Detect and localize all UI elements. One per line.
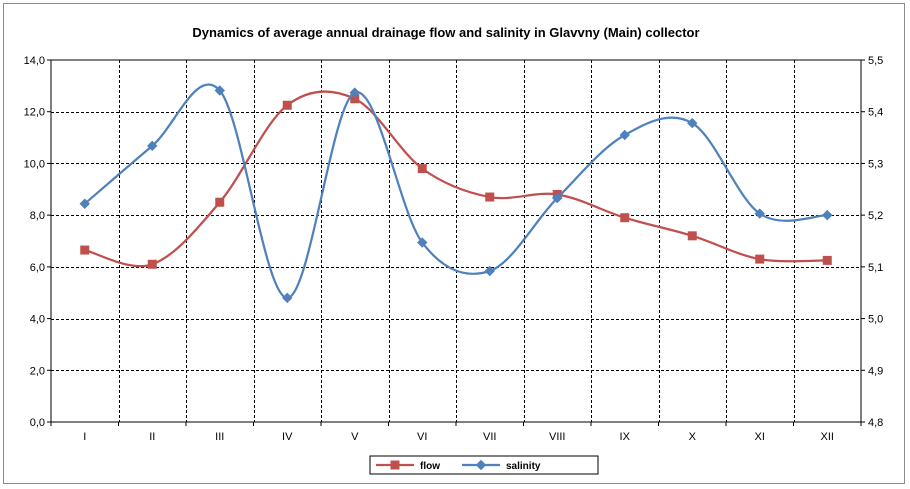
left-axis-tick-label: 10,0	[24, 158, 45, 170]
left-axis-tick-label: 2,0	[30, 365, 45, 377]
data-point-salinity	[484, 265, 495, 277]
x-axis-tick-label: IX	[620, 431, 631, 443]
legend-marker-salinity	[475, 459, 487, 471]
data-point-flow	[687, 231, 697, 241]
left-axis-tick-label: 4,0	[30, 314, 45, 326]
left-axis-tick-label: 6,0	[30, 262, 45, 274]
data-point-flow	[485, 192, 495, 202]
data-point-flow	[620, 213, 630, 223]
data-point-flow	[822, 255, 832, 265]
left-axis-tick-label: 0,0	[30, 417, 45, 429]
data-point-salinity	[147, 140, 158, 152]
data-point-flow	[282, 100, 292, 110]
data-point-salinity	[754, 208, 765, 219]
right-axis-tick-label: 5,2	[868, 210, 883, 222]
chart-title: Dynamics of average annual drainage flow…	[192, 25, 699, 40]
data-point-salinity	[214, 85, 225, 96]
right-axis-tick-label: 5,3	[868, 158, 883, 170]
x-axis-tick-label: XII	[821, 431, 834, 443]
data-point-salinity	[282, 292, 293, 304]
x-axis-tick-label: VIII	[549, 431, 566, 443]
series-layer	[79, 83, 833, 304]
data-point-salinity	[822, 209, 833, 221]
x-axis-tick-label: IV	[282, 431, 293, 443]
data-point-salinity	[619, 129, 630, 141]
x-axis-tick-label: VII	[483, 431, 496, 443]
legend-label-salinity: salinity	[506, 461, 541, 472]
right-axis-tick-label: 5,4	[868, 107, 883, 119]
data-point-flow	[80, 245, 90, 255]
x-axis-tick-label: X	[689, 431, 697, 443]
right-axis-tick-label: 4,9	[868, 365, 883, 377]
left-axis-tick-label: 12,0	[24, 107, 45, 119]
right-axis-tick-label: 4,8	[868, 417, 883, 429]
x-axis-tick-label: VI	[417, 431, 427, 443]
x-axis-tick-label: I	[83, 431, 86, 443]
data-point-salinity	[79, 198, 90, 209]
data-point-flow	[215, 197, 225, 207]
chart-frame: Dynamics of average annual drainage flow…	[3, 3, 905, 484]
data-point-salinity	[349, 87, 360, 98]
x-axis-tick-label: II	[149, 431, 155, 443]
x-axis-tick-label: XI	[755, 431, 765, 443]
data-point-flow	[417, 164, 427, 174]
x-axis-tick-label: III	[215, 431, 224, 443]
series-salinity	[79, 83, 833, 304]
data-point-salinity	[552, 192, 563, 204]
right-axis-tick-label: 5,0	[868, 314, 883, 326]
data-point-flow	[147, 259, 157, 269]
legend-marker-flow	[390, 460, 400, 470]
left-axis-tick-label: 8,0	[30, 210, 45, 222]
chart-svg: Dynamics of average annual drainage flow…	[24, 25, 884, 475]
right-axis-tick-label: 5,1	[868, 262, 883, 274]
data-point-salinity	[417, 237, 428, 248]
x-axis-tick-label: V	[351, 431, 359, 443]
data-point-salinity	[687, 117, 698, 129]
legend: flow salinity	[369, 455, 599, 475]
legend-label-flow: flow	[420, 461, 440, 472]
right-axis-tick-label: 5,5	[868, 55, 883, 67]
left-axis-tick-label: 14,0	[24, 55, 45, 67]
axis-layer: 0,0 2,0 4,0 6,0 8,0 10,0 12,0 14,0 4,8 4,9 5,0 5,1 5…	[24, 55, 884, 443]
data-point-flow	[755, 254, 765, 264]
grid-layer	[50, 59, 862, 423]
